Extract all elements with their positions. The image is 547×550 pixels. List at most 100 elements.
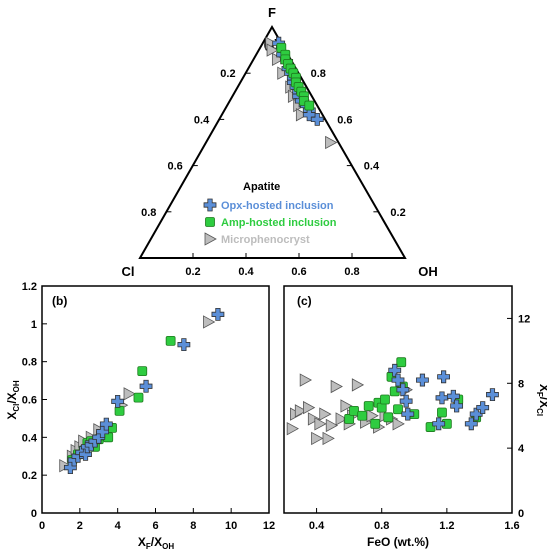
ternary-ticks: 0.2 0.8 0.2 0.4 0.6 0.4 0.6 0.4 0.6 0.8 0.2 0.8	[141, 68, 406, 278]
scatter-point	[391, 373, 405, 387]
scatter-point	[319, 407, 332, 421]
scatter-point	[286, 422, 299, 436]
ternary-tick-label-right: 0.8	[311, 68, 326, 80]
ternary-point	[310, 113, 324, 126]
scatter-point	[464, 417, 478, 431]
panel-label-b: (b)	[52, 294, 67, 308]
scatter-point	[380, 394, 390, 405]
scatter-point	[322, 431, 335, 446]
legend-title: Apatite	[243, 181, 280, 193]
x-tick-label: 0.4	[309, 520, 325, 532]
scatter-point	[357, 410, 368, 421]
scatter-point	[363, 401, 374, 411]
ternary-tick-label-left: 0.6	[168, 161, 183, 173]
scatter-point	[432, 417, 446, 431]
scatter-point	[99, 417, 113, 431]
plot-frame-c	[283, 285, 513, 514]
scatter-point	[351, 378, 365, 392]
scatter-point	[435, 391, 449, 405]
scatter-point	[177, 338, 191, 352]
scatter-point	[307, 412, 321, 426]
y-axis-title-b: XCl/XOH	[5, 380, 21, 420]
scatter-point	[203, 315, 216, 329]
vertex-label-left: Cl	[122, 264, 135, 279]
scatter-point	[325, 418, 339, 433]
panel-b: 0 2 4 6 8 10 12 0 0.2 0.4 0.6 0.8 1 1.2 (b) XF/XOH XC…	[5, 281, 275, 550]
scatter-point	[416, 373, 429, 387]
scatter-point	[133, 392, 144, 403]
y-tick-label: 0.2	[22, 470, 37, 482]
x-tick-label: 1.6	[504, 520, 519, 532]
scatter-point	[486, 388, 499, 402]
triangle-right-icon	[204, 232, 217, 246]
legend-label-micro: Microphenocryst	[221, 234, 310, 246]
y-axis-title-c: XF/XCl	[535, 384, 547, 416]
legend-label-opx: Opx-hosted inclusion	[221, 200, 334, 212]
scatter-point	[393, 404, 403, 415]
vertex-label-right: OH	[418, 264, 438, 279]
ternary-panel: 0.2 0.8 0.2 0.4 0.6 0.4 0.6 0.4 0.6 0.8 0.2 0.8 F C…	[122, 5, 438, 279]
x-tick-label: 10	[225, 520, 237, 532]
scatter-point	[165, 335, 176, 346]
points-c	[286, 357, 499, 446]
legend-item-amp: Amp-hosted inclusion	[205, 217, 337, 229]
axis-ticks-b: 0 2 4 6 8 10 12 0 0.2 0.4 0.6 0.8 1 1.2	[22, 281, 275, 532]
ternary-triangle	[138, 24, 407, 259]
scatter-point	[437, 407, 447, 418]
scatter-point	[349, 405, 359, 416]
y-tick-label: 0.6	[22, 395, 37, 407]
scatter-point	[211, 307, 225, 321]
axis-ticks-c: 0.4 0.8 1.2 1.60 4 8 12	[309, 313, 530, 532]
y-tick-label: 4	[518, 443, 525, 455]
ternary-tick-label-bottom: 0.2	[185, 266, 200, 278]
ternary-tick-label-bottom: 0.6	[291, 266, 306, 278]
scatter-point	[111, 394, 125, 408]
y-tick-label: 1	[31, 319, 37, 331]
scatter-point	[399, 394, 413, 408]
scatter-point	[330, 379, 343, 394]
panel-label-c: (c)	[297, 294, 312, 308]
ternary-tick-label-right: 0.6	[337, 114, 352, 126]
ternary-tick-label-right: 0.2	[390, 207, 405, 219]
points-b	[59, 307, 225, 474]
ternary-tick-label-left: 0.2	[220, 68, 235, 80]
ternary-point	[295, 108, 309, 122]
scatter-point	[294, 404, 308, 418]
scatter-point	[469, 407, 483, 421]
y-tick-label: 0	[31, 508, 37, 520]
y-tick-label: 0.8	[22, 357, 37, 369]
vertex-label-top: F	[268, 5, 276, 20]
x-axis-title-c: FeO (wt.%)	[367, 535, 429, 549]
plot-frame-b	[41, 285, 270, 514]
ternary-point	[304, 100, 315, 111]
scatter-point	[344, 414, 355, 424]
legend-item-micro: Microphenocryst	[204, 232, 310, 246]
scatter-point	[299, 373, 313, 387]
scatter-point	[311, 431, 324, 446]
ternary-tick-label-bottom: 0.4	[238, 266, 254, 278]
scatter-point	[476, 401, 490, 415]
scatter-point	[450, 399, 464, 413]
scatter-point	[370, 418, 381, 429]
scatter-point	[392, 417, 405, 431]
x-tick-label: 12	[263, 520, 275, 532]
ternary-point	[325, 135, 338, 150]
y-tick-label: 12	[518, 313, 530, 325]
legend-label-amp: Amp-hosted inclusion	[221, 217, 337, 229]
y-tick-label: 8	[518, 378, 524, 390]
scatter-point	[340, 399, 353, 413]
scatter-point	[396, 357, 407, 368]
scatter-point	[137, 366, 148, 377]
x-tick-label: 8	[190, 520, 196, 532]
ternary-tick-label-left: 0.8	[141, 207, 156, 219]
legend-item-opx: Opx-hosted inclusion	[203, 198, 334, 212]
x-axis-title-b: XF/XOH	[138, 535, 174, 550]
y-tick-label: 0.4	[22, 432, 38, 444]
scatter-point	[123, 387, 136, 401]
x-tick-label: 6	[152, 520, 158, 532]
ternary-tick-label-left: 0.4	[194, 114, 210, 126]
ternary-tick-label-bottom: 0.8	[344, 266, 359, 278]
ternary-points	[265, 36, 338, 150]
x-tick-label: 4	[115, 520, 122, 532]
